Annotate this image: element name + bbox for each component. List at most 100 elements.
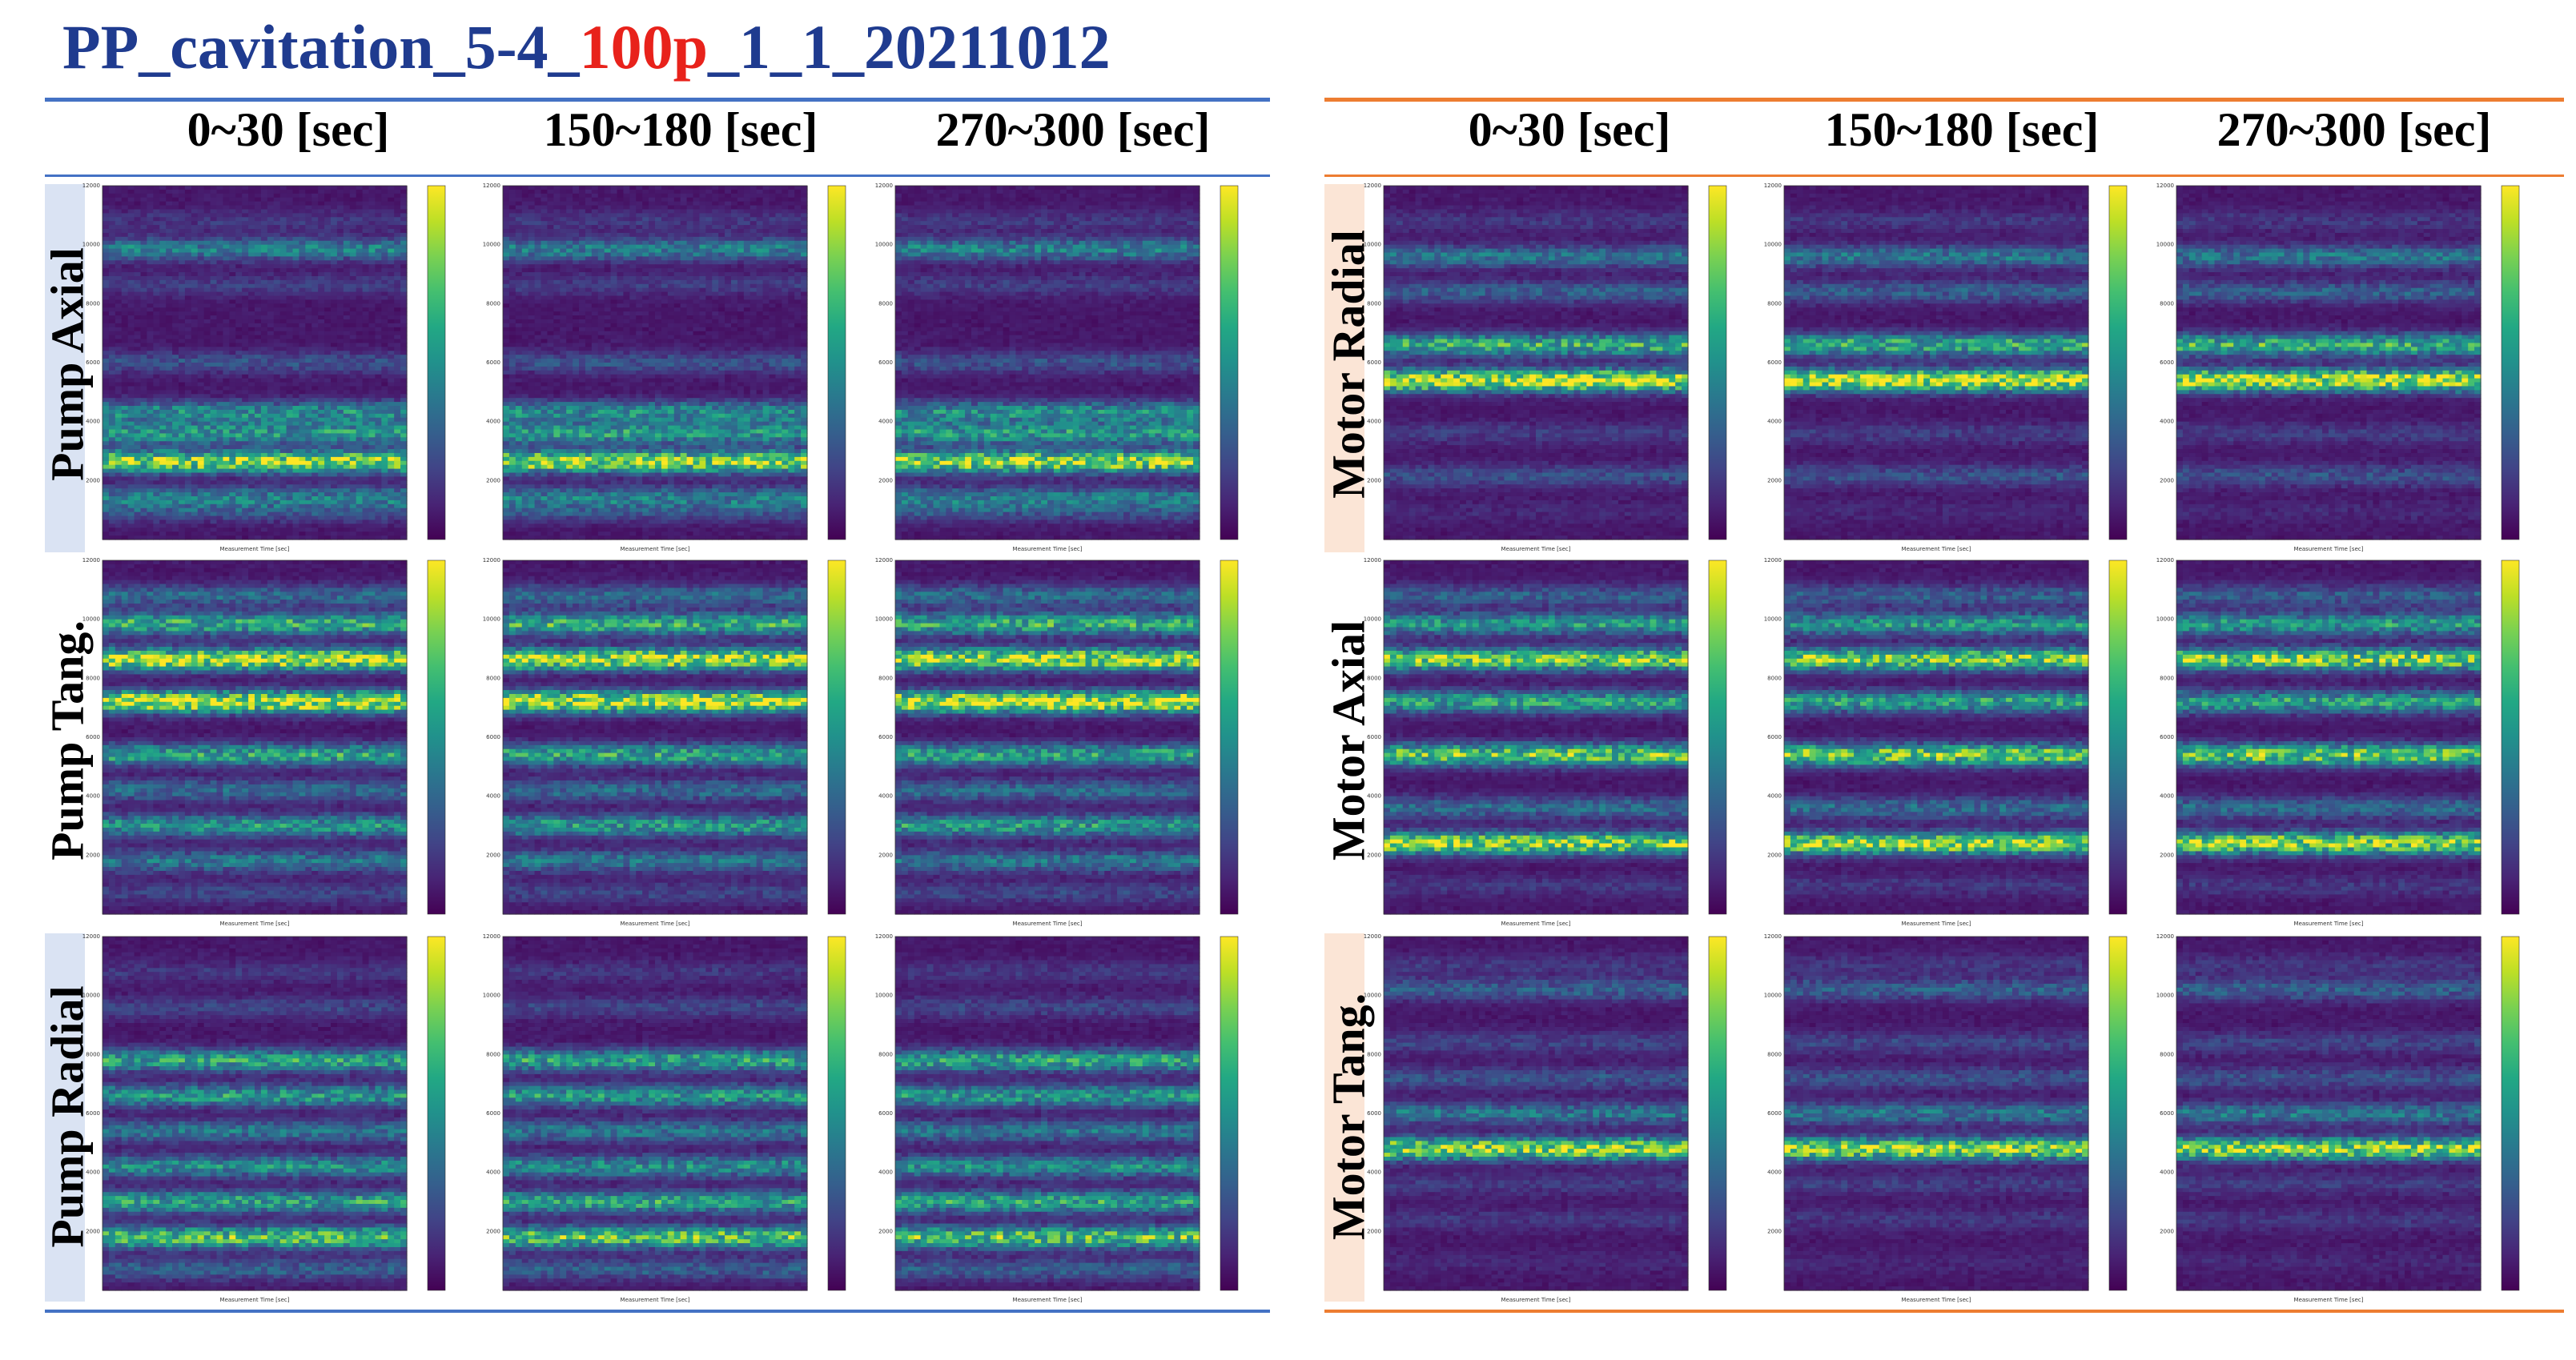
y-tick-label: 12000 <box>875 933 893 940</box>
x-axis-label: Measurement Time [sec] <box>1013 921 1083 927</box>
x-axis-label: Measurement Time [sec] <box>1902 921 1971 927</box>
heatmap-cells <box>2176 937 2482 1291</box>
colorbar <box>2109 560 2127 914</box>
y-tick-label: 10000 <box>1364 993 1381 999</box>
colorbar <box>1220 186 1238 540</box>
y-tick-label: 10000 <box>1364 616 1381 623</box>
right-header-rule <box>1324 175 2564 177</box>
x-axis-label: Measurement Time [sec] <box>1902 1297 1971 1303</box>
y-tick-label: 6000 <box>86 359 100 366</box>
heatmap-cells <box>2176 186 2482 540</box>
y-tick-label: 2000 <box>86 477 100 483</box>
y-tick-label: 2000 <box>486 1228 500 1234</box>
y-tick-label: 8000 <box>486 675 500 681</box>
y-tick-label: 4000 <box>1367 793 1381 800</box>
y-tick-label: 10000 <box>2156 993 2174 999</box>
y-tick-label: 2000 <box>86 1228 100 1234</box>
y-tick-label: 10000 <box>1764 616 1782 623</box>
heatmap-cells <box>1784 186 2089 540</box>
y-tick-label: 4000 <box>1767 1169 1782 1176</box>
y-tick-label: 6000 <box>2160 734 2174 740</box>
y-tick-label: 4000 <box>878 793 893 800</box>
y-tick-label: 10000 <box>2156 616 2174 623</box>
x-axis-label: Measurement Time [sec] <box>1013 546 1083 552</box>
y-tick-label: 6000 <box>1367 734 1381 740</box>
y-tick-label: 10000 <box>1364 242 1381 248</box>
y-tick-label: 6000 <box>878 1110 893 1117</box>
y-tick-label: 2000 <box>878 1228 893 1234</box>
heatmap-cells <box>1384 186 1689 540</box>
colorbar <box>828 560 846 914</box>
x-axis-label: Measurement Time [sec] <box>220 1297 290 1303</box>
y-tick-label: 8000 <box>1767 1051 1782 1057</box>
y-tick-label: 4000 <box>2160 793 2174 800</box>
y-tick-label: 4000 <box>1767 419 1782 425</box>
heatmap-cells <box>1784 560 2089 915</box>
y-tick-label: 12000 <box>1764 557 1782 564</box>
y-tick-label: 8000 <box>86 300 100 307</box>
x-axis-label: Measurement Time [sec] <box>621 921 690 927</box>
y-tick-label: 10000 <box>875 242 893 248</box>
y-tick-label: 12000 <box>483 933 500 940</box>
y-tick-label: 2000 <box>86 852 100 858</box>
colorbar <box>428 560 445 914</box>
y-tick-label: 8000 <box>878 1051 893 1057</box>
y-tick-label: 6000 <box>486 359 500 366</box>
y-tick-label: 8000 <box>486 300 500 307</box>
right-bottom-rule <box>1324 1310 2564 1313</box>
y-tick-label: 10000 <box>2156 242 2174 248</box>
y-tick-label: 12000 <box>82 933 100 940</box>
colorbar <box>2502 560 2519 914</box>
heatmap-cells <box>503 560 808 915</box>
right-col-2: 270~300 [sec] <box>2186 102 2522 158</box>
heatmap-cells <box>503 186 808 540</box>
colorbar <box>428 186 445 540</box>
x-axis-label: Measurement Time [sec] <box>220 921 290 927</box>
left-top-rule <box>45 98 1270 102</box>
y-tick-label: 8000 <box>1367 675 1381 681</box>
left-col-1: 150~180 [sec] <box>512 102 849 158</box>
y-tick-label: 6000 <box>878 734 893 740</box>
left-col-0: 0~30 [sec] <box>144 102 432 158</box>
y-tick-label: 8000 <box>486 1051 500 1057</box>
x-axis-label: Measurement Time [sec] <box>2294 921 2364 927</box>
y-tick-label: 2000 <box>486 477 500 483</box>
y-tick-label: 12000 <box>483 183 500 189</box>
y-tick-label: 6000 <box>1367 359 1381 366</box>
y-tick-label: 4000 <box>486 1169 500 1176</box>
left-header-rule <box>45 175 1270 177</box>
y-tick-label: 12000 <box>483 557 500 564</box>
left-col-2: 270~300 [sec] <box>905 102 1241 158</box>
heatmap-cells <box>1384 560 1689 915</box>
colorbar <box>828 937 846 1290</box>
right-col-0: 0~30 [sec] <box>1425 102 1714 158</box>
y-tick-label: 2000 <box>2160 477 2174 483</box>
y-tick-label: 2000 <box>1367 1228 1381 1234</box>
y-tick-label: 10000 <box>1764 242 1782 248</box>
y-tick-label: 10000 <box>483 993 500 999</box>
y-tick-label: 12000 <box>1764 933 1782 940</box>
heatmap-cells <box>1784 937 2089 1291</box>
x-axis-label: Measurement Time [sec] <box>621 546 690 552</box>
y-tick-label: 10000 <box>875 993 893 999</box>
y-tick-label: 6000 <box>1767 1110 1782 1117</box>
y-tick-label: 12000 <box>2156 557 2174 564</box>
y-tick-label: 2000 <box>1367 477 1381 483</box>
colorbar <box>2109 937 2127 1290</box>
x-axis-label: Measurement Time [sec] <box>220 546 290 552</box>
y-tick-label: 4000 <box>86 1169 100 1176</box>
y-tick-label: 4000 <box>2160 1169 2174 1176</box>
y-tick-label: 12000 <box>1364 183 1381 189</box>
x-axis-label: Measurement Time [sec] <box>1501 1297 1571 1303</box>
y-tick-label: 4000 <box>878 1169 893 1176</box>
y-tick-label: 10000 <box>82 616 100 623</box>
